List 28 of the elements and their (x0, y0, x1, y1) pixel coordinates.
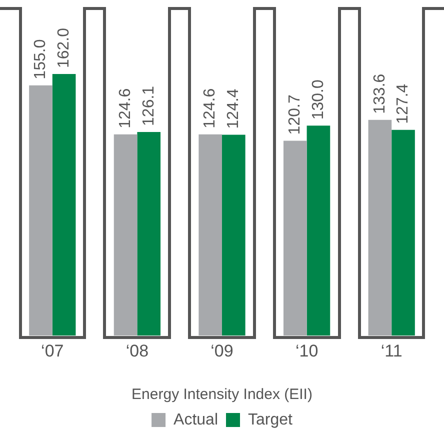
x-tick-label: ‘08 (126, 341, 149, 360)
bar (368, 120, 392, 336)
data-label: 133.6 (371, 74, 388, 114)
bar (198, 134, 222, 336)
x-axis-title: Energy Intensity Index (EII) (132, 386, 312, 404)
bar (114, 134, 138, 336)
bar (306, 126, 330, 336)
x-tick-label: ‘07 (41, 341, 64, 360)
data-label: 124.6 (116, 88, 134, 128)
data-label: 124.4 (225, 88, 242, 129)
data-label: 130.0 (310, 80, 327, 120)
data-label: 126.1 (140, 86, 158, 126)
bar (52, 74, 76, 336)
bar (392, 130, 415, 336)
data-label: 120.7 (286, 94, 304, 135)
legend-label: Actual (174, 411, 218, 428)
x-tick-label: ‘11 (380, 341, 402, 360)
legend-label: Target (248, 411, 294, 428)
data-label: 127.4 (394, 84, 412, 124)
x-tick-label: ‘10 (295, 341, 318, 360)
data-label: 124.6 (202, 88, 219, 128)
bar (29, 85, 52, 336)
bar (137, 132, 161, 336)
data-label: 162.0 (55, 28, 72, 68)
data-label: 155.0 (32, 39, 50, 80)
bar (222, 134, 246, 336)
x-tick-label: ‘09 (210, 341, 234, 360)
bar (283, 140, 307, 336)
